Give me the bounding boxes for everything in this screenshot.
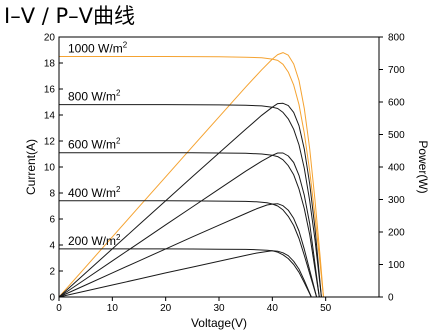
pv-curve-4 <box>58 250 312 298</box>
pv-curve-3 <box>58 203 318 298</box>
plot-curves <box>58 52 324 298</box>
y2-tick-label: 600 <box>388 98 405 109</box>
x-tick-label: 40 <box>267 303 279 314</box>
y2-tick-label: 700 <box>388 65 405 76</box>
y2-axis-label: Power(W) <box>416 140 430 193</box>
y2-tick-label: 800 <box>388 33 405 44</box>
y2-tick-label: 200 <box>388 228 405 239</box>
pv-curve-0 <box>58 52 324 298</box>
y2-tick-label: 100 <box>388 260 405 271</box>
pv-curve-1 <box>58 102 322 298</box>
y2-tick-label: 0 <box>388 293 394 304</box>
y-axis-power: 0 100 200 300 400 500 600 700 800 <box>379 33 405 304</box>
y-tick-label: 10 <box>44 163 56 174</box>
pv-curve-2 <box>58 152 320 298</box>
x-tick-label: 0 <box>56 303 62 314</box>
x-axis-voltage: 0 10 20 30 40 50 <box>56 297 332 314</box>
y-tick-label: 12 <box>44 137 56 148</box>
irradiance-label-2: 600 W/m2 <box>68 137 121 152</box>
y-tick-label: 16 <box>44 85 56 96</box>
irradiance-labels: 1000 W/m2 800 W/m2 600 W/m2 400 W/m2 200 W/m… <box>68 41 128 248</box>
y-tick-label: 0 <box>49 293 55 304</box>
x-tick-label: 20 <box>160 303 172 314</box>
y-tick-label: 18 <box>44 59 56 70</box>
x-tick-label: 10 <box>107 303 119 314</box>
plot-frame <box>58 36 380 298</box>
y-tick-label: 20 <box>44 33 56 44</box>
iv-curve-3 <box>59 200 318 298</box>
irradiance-label-1: 800 W/m2 <box>68 89 121 104</box>
x-axis-label: Voltage(V) <box>191 316 247 330</box>
y-tick-label: 6 <box>49 215 55 226</box>
irradiance-label-3: 400 W/m2 <box>68 185 121 200</box>
iv-curve-4 <box>59 248 312 298</box>
y-axis-current: 0 2 4 6 8 10 12 14 16 18 20 <box>44 33 63 304</box>
y-tick-label: 2 <box>49 267 55 278</box>
x-tick-label: 30 <box>213 303 225 314</box>
y-tick-label: 8 <box>49 189 55 200</box>
y-tick-label: 14 <box>44 111 56 122</box>
y2-tick-label: 300 <box>388 195 405 206</box>
y2-tick-label: 500 <box>388 130 405 141</box>
iv-curve-2 <box>59 152 320 298</box>
y-axis-label: Current(A) <box>24 139 38 195</box>
y-tick-label: 4 <box>49 241 55 252</box>
chart-title: I–V / P–V曲线 <box>4 4 136 28</box>
iv-curve-0 <box>59 56 324 298</box>
y2-tick-label: 400 <box>388 163 405 174</box>
irradiance-label-4: 200 W/m2 <box>68 233 121 248</box>
irradiance-label-0: 1000 W/m2 <box>68 41 128 56</box>
x-tick-label: 50 <box>320 303 332 314</box>
